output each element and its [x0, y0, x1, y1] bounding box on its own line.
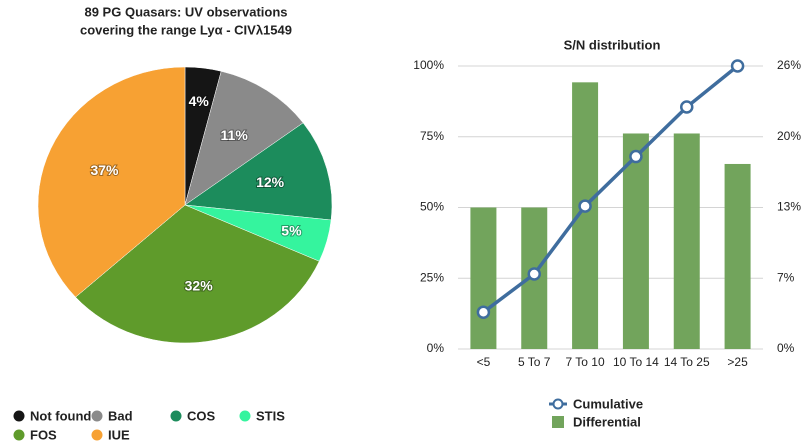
x-tick-label: <5: [477, 355, 491, 369]
legend-label: STIS: [256, 408, 285, 423]
line: [482, 64, 739, 314]
legend-swatch: [552, 416, 564, 428]
x-tick-label: >25: [727, 355, 748, 369]
pie-slice: [184, 122, 333, 221]
slice-label: 11%: [221, 127, 249, 143]
legend-swatch: [239, 410, 251, 422]
bar: [470, 207, 497, 349]
y-tick-label: 100%: [413, 58, 444, 72]
slice-label: 12%: [256, 174, 285, 190]
legend-label: COS: [187, 408, 216, 423]
legend-label: Cumulative: [573, 396, 643, 411]
y-tick-label: 0%: [427, 341, 445, 355]
legend-label: Differential: [573, 414, 641, 429]
legend-swatch: [13, 410, 25, 422]
marker: [476, 305, 491, 319]
x-tick-label: 14 To 25: [664, 355, 710, 369]
legend-marker: [552, 398, 564, 410]
bar: [724, 163, 751, 349]
y2-tick-label: 0%: [777, 341, 795, 355]
y-tick-label: 75%: [420, 129, 444, 143]
slice-label: 32%: [185, 278, 214, 294]
pie-title: 89 PG Quasars: UV observations: [84, 4, 287, 19]
y-tick-label: 25%: [420, 270, 444, 284]
legend-swatch: [91, 429, 103, 441]
legend-label: FOS: [30, 427, 57, 442]
pie-slice: [75, 204, 320, 344]
x-tick-label: 5 To 7: [518, 355, 551, 369]
pie-slice: [184, 70, 304, 206]
slice-label: 37%: [90, 162, 119, 178]
legend-label: IUE: [108, 427, 130, 442]
slice-label: 4%: [189, 93, 210, 109]
y2-tick-label: 20%: [777, 129, 801, 143]
pie-slice: [37, 66, 186, 298]
y2-tick-label: 7%: [777, 270, 795, 284]
marker: [578, 199, 592, 213]
legend-swatch: [13, 429, 25, 441]
legend-label: Bad: [108, 408, 133, 423]
legend-swatch: [170, 410, 182, 422]
x-tick-label: 10 To 14: [613, 355, 659, 369]
y2-tick-label: 13%: [777, 200, 801, 214]
bar-title: S/N distribution: [564, 37, 661, 52]
legend-label: Not found: [30, 408, 91, 423]
bar: [673, 133, 700, 349]
slice-label: 5%: [281, 223, 302, 239]
marker: [527, 267, 541, 281]
marker: [629, 149, 643, 164]
bar: [622, 133, 649, 349]
marker: [730, 59, 745, 73]
legend-swatch: [91, 410, 103, 422]
pie-title: covering the range Lyα - CIVλ1549: [80, 22, 292, 37]
y-tick-label: 50%: [420, 200, 444, 214]
x-tick-label: 7 To 10: [566, 355, 605, 369]
marker: [680, 100, 694, 114]
y2-tick-label: 26%: [777, 58, 801, 72]
